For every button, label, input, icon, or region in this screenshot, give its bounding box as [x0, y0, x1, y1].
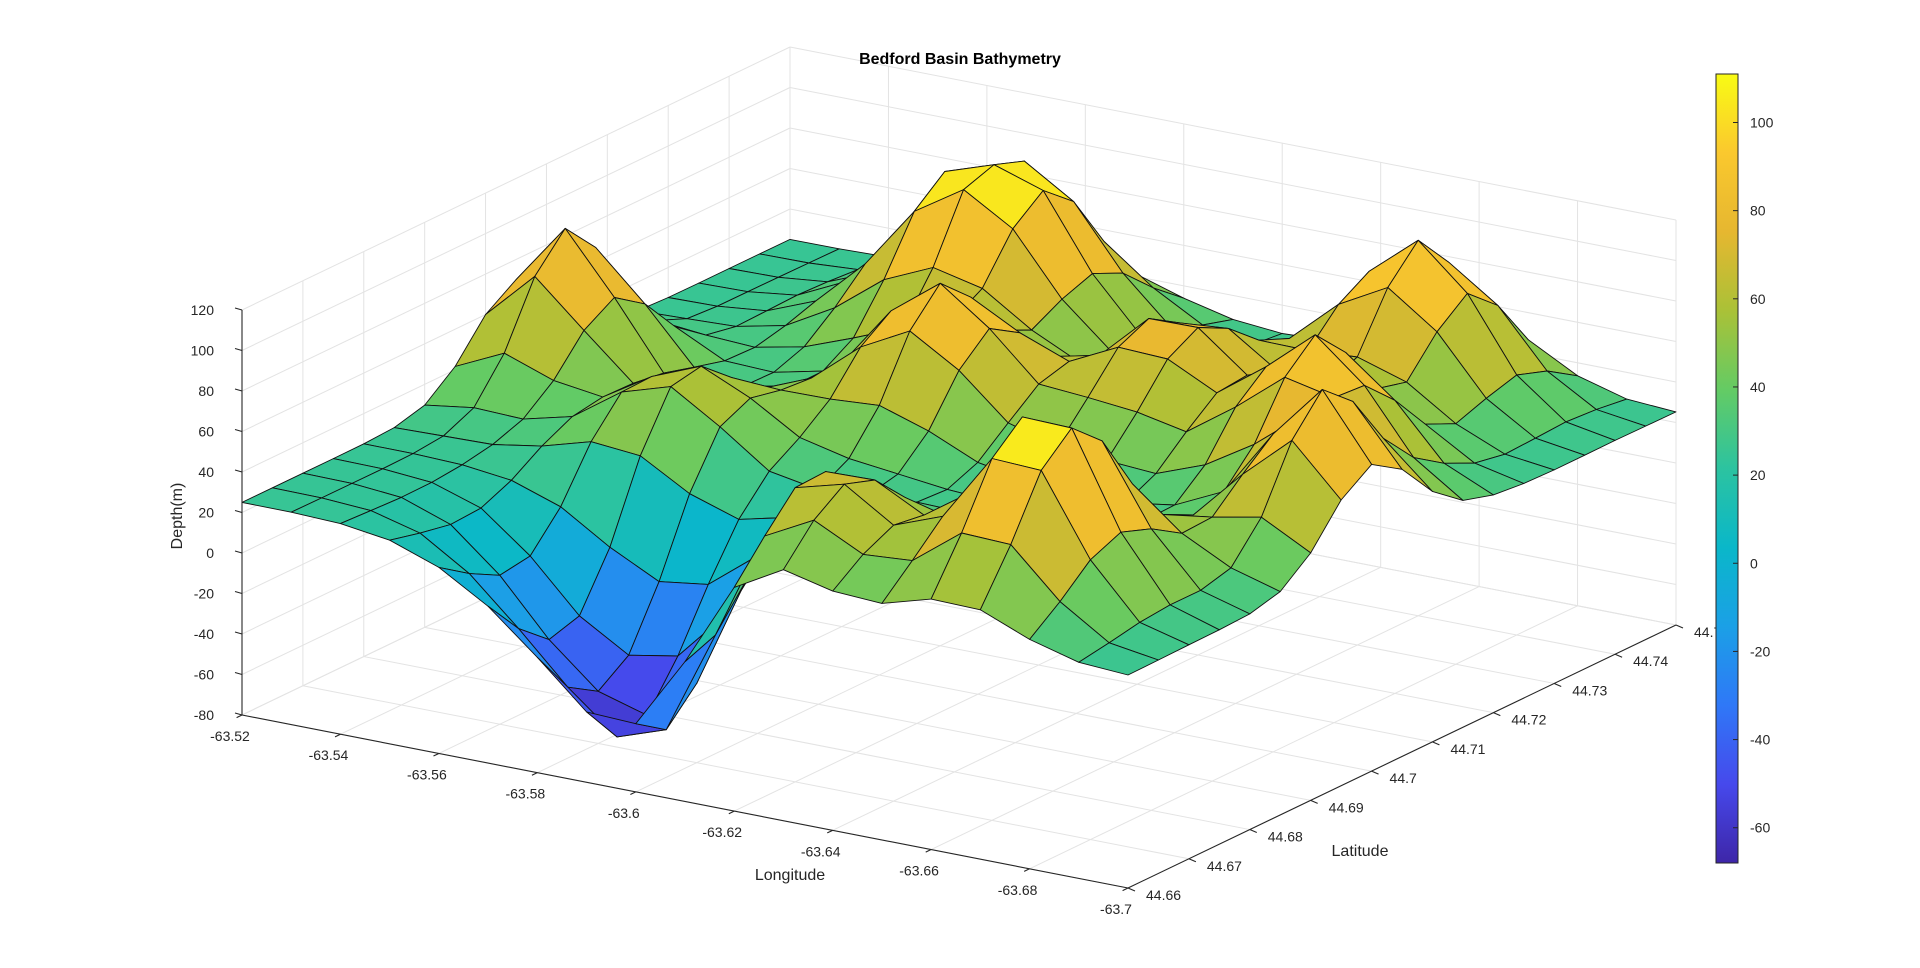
- colorbar-tick-label: -20: [1750, 643, 1770, 659]
- z-tick-label: 40: [198, 464, 214, 480]
- z-tick-label: 60: [198, 424, 214, 440]
- x-tick-label: -63.54: [309, 747, 349, 763]
- z-tick-label: 80: [198, 383, 214, 399]
- x-tick-labels: -63.52 -63.54 -63.56 -63.58 -63.6 -63.62 -63.6…: [210, 728, 1132, 917]
- z-tick-label: -20: [194, 586, 214, 602]
- colorbar-tick-label: 100: [1750, 114, 1774, 130]
- y-tick-label: 44.7: [1390, 770, 1417, 786]
- colorbar-tick-label: 60: [1750, 291, 1766, 307]
- colorbar-tick-label: 0: [1750, 555, 1758, 571]
- x-tick-label: -63.62: [702, 824, 742, 840]
- colorbar-tick-label: -60: [1750, 820, 1770, 836]
- colorbar-tick-label: -40: [1750, 732, 1770, 748]
- axes-box: [234, 307, 1684, 892]
- surface-mesh: [241, 160, 1677, 738]
- y-axis-label: Latitude: [1332, 843, 1389, 860]
- z-tick-label: -40: [194, 626, 214, 642]
- z-tick-labels: -80 -60 -40 -20 0 20 40 60 80 100 120: [191, 302, 215, 723]
- y-tick-labels: 44.66 44.67 44.68 44.69 44.7 44.71 44.72 44.73 4…: [1146, 624, 1729, 903]
- y-tick-label: 44.74: [1633, 653, 1668, 669]
- surface-patch: [1078, 642, 1159, 676]
- y-tick-label: 44.71: [1450, 741, 1485, 757]
- x-tick-label: -63.66: [899, 863, 939, 879]
- x-tick-label: -63.64: [801, 843, 841, 859]
- x-tick-label: -63.68: [998, 882, 1038, 898]
- colorbar: [1715, 73, 1739, 864]
- y-tick-label: 44.66: [1146, 887, 1181, 903]
- y-tick-label: 44.68: [1268, 829, 1303, 845]
- z-tick-label: 20: [198, 505, 214, 521]
- z-tick-label: 0: [206, 545, 214, 561]
- colorbar-tick-label: 20: [1750, 467, 1766, 483]
- z-tick-label: -60: [194, 667, 214, 683]
- y-tick-label: 44.72: [1511, 712, 1546, 728]
- colorbar-tick-label: 40: [1750, 379, 1766, 395]
- chart-title: Bedford Basin Bathymetry: [859, 51, 1061, 68]
- colorbar-tick-label: 80: [1750, 203, 1766, 219]
- x-tick-label: -63.58: [505, 786, 545, 802]
- z-tick-label: -80: [194, 707, 214, 723]
- x-tick-label: -63.6: [608, 805, 640, 821]
- y-tick-label: 44.73: [1572, 682, 1607, 698]
- y-tick-label: 44.67: [1207, 858, 1242, 874]
- z-tick-label: 120: [191, 302, 215, 318]
- x-tick-label: -63.52: [210, 728, 250, 744]
- z-tick-label: 100: [191, 343, 215, 359]
- x-axis-label: Longitude: [755, 867, 825, 884]
- colorbar-tick-labels: -60 -40 -20 0 20 40 60 80 100: [1733, 114, 1774, 836]
- z-axis-label: Depth(m): [169, 483, 186, 550]
- y-tick-label: 44.69: [1329, 799, 1364, 815]
- x-tick-label: -63.56: [407, 766, 447, 782]
- x-tick-label: -63.7: [1100, 901, 1132, 917]
